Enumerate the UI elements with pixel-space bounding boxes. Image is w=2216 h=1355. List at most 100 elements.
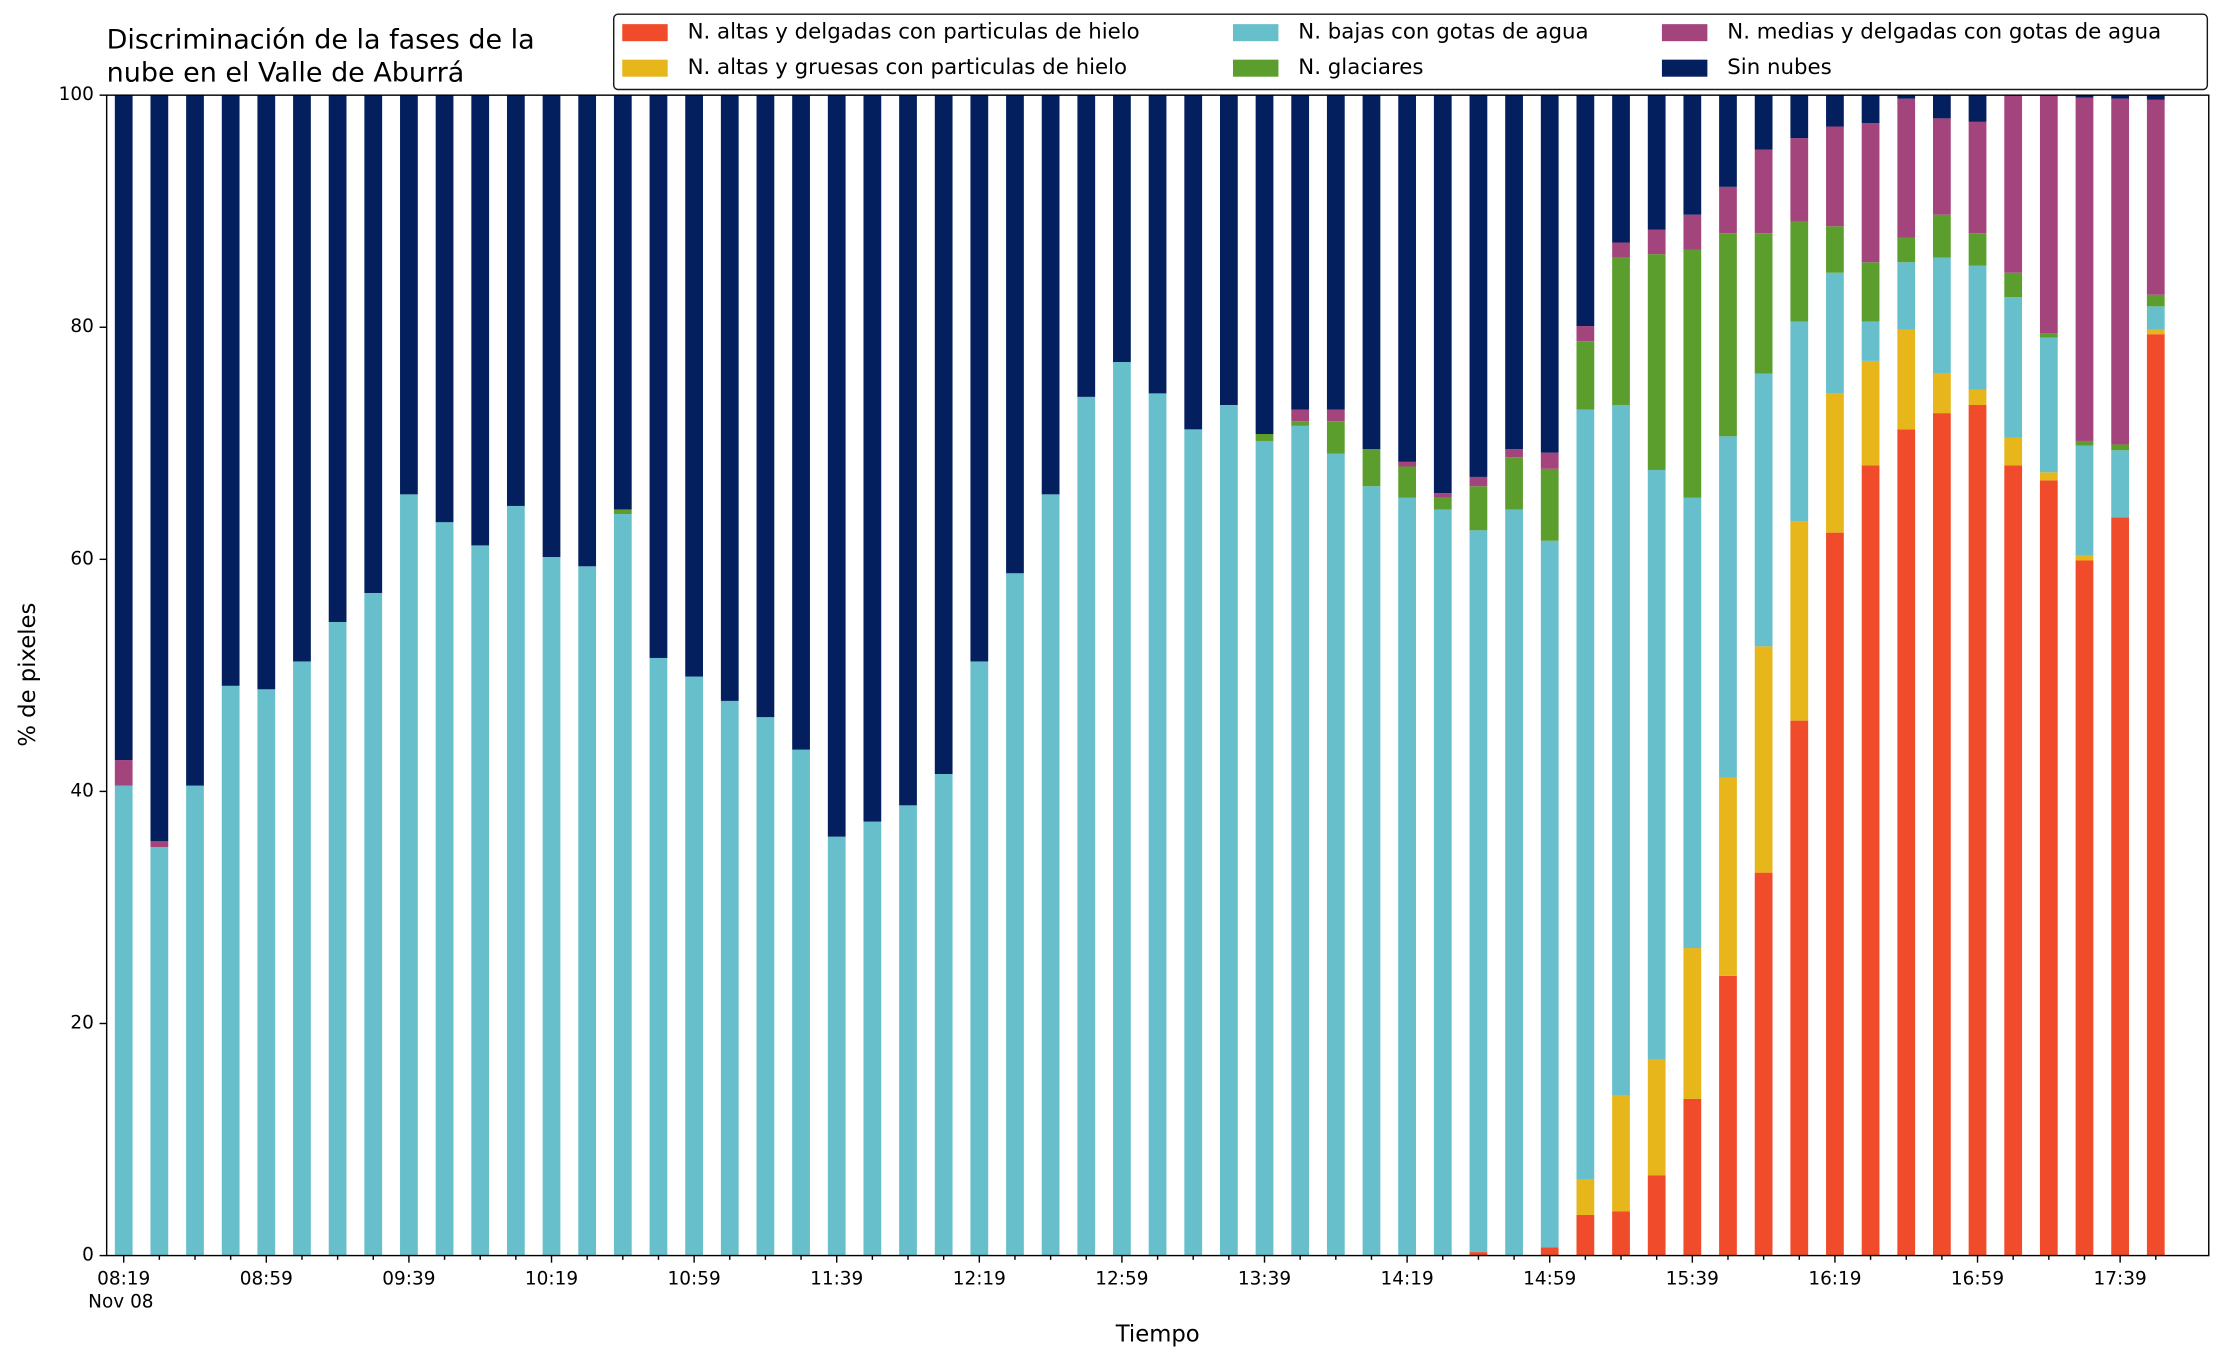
bar-segment (435, 95, 454, 523)
bar-segment (1826, 393, 1844, 533)
x-axis-label: Tiempo (1115, 1322, 1200, 1348)
legend-label: N. altas y delgadas con particulas de hi… (688, 20, 1140, 45)
bar-segment (1754, 872, 1773, 1256)
bar-segment (1576, 1178, 1595, 1215)
bar-segment (1362, 486, 1381, 1256)
bar-segment (649, 657, 668, 1256)
bar-segment (1754, 646, 1773, 873)
bar-segment (1326, 409, 1345, 422)
bar-segment (792, 95, 810, 750)
bar-segment (1826, 272, 1844, 394)
bar-segment (1861, 465, 1880, 1256)
bar-segment (1897, 95, 1916, 99)
bar-segment (2039, 472, 2058, 481)
bar-segment (1933, 118, 1951, 215)
bar-segment (792, 749, 810, 1256)
bar-segment (1433, 497, 1452, 510)
legend-swatch (1661, 24, 1708, 42)
bar-segment (2111, 95, 2130, 99)
bar-segment (1540, 1247, 1559, 1256)
legend-swatch (1232, 24, 1279, 42)
bar-segment (1576, 1214, 1595, 1256)
bar-segment (1041, 494, 1060, 1256)
bar-segment (1505, 457, 1523, 510)
bar-segment (1790, 321, 1809, 522)
bar-segment (2004, 297, 2023, 438)
bar-segment (1790, 720, 1809, 1256)
bar-segment (1505, 509, 1523, 1256)
bar-segment (1612, 242, 1630, 258)
bar-segment (613, 509, 632, 515)
bar-segment (506, 505, 525, 1256)
bar-segment (2146, 95, 2165, 100)
bar-segment (186, 785, 204, 1256)
bar-segment (257, 689, 276, 1256)
bar-segment (1326, 453, 1345, 1256)
bar-segment (328, 95, 347, 622)
date-label: Nov 08 (88, 1291, 153, 1312)
bar-segment (1291, 95, 1310, 410)
bar-segment (542, 557, 561, 1256)
bar-segment (1255, 95, 1274, 435)
bar-segment (1647, 1175, 1666, 1256)
bar-segment (1540, 95, 1559, 453)
bar-segment (1933, 95, 1951, 119)
x-tick-label: 16:59 (1951, 1269, 2004, 1290)
y-tick-label: 60 (70, 548, 93, 569)
legend-box (613, 13, 2209, 91)
bar-segment (827, 95, 846, 837)
bar-segment (2039, 480, 2058, 1256)
bar-segment (720, 95, 739, 701)
x-tick-label: 12:19 (953, 1269, 1006, 1290)
bar-segment (934, 774, 953, 1256)
bar-segment (1933, 413, 1951, 1256)
bar-segment (2039, 95, 2058, 334)
bar-segment (1006, 95, 1024, 574)
bar-segment (649, 95, 668, 658)
bar-segment (934, 95, 953, 775)
bar-segment (863, 821, 882, 1256)
bar-segment (1219, 404, 1238, 1256)
bar-segment (2004, 95, 2023, 273)
bar-segment (1041, 95, 1060, 495)
y-tick-label: 40 (70, 780, 93, 801)
bar-segment (1647, 254, 1666, 470)
bar-segment (1576, 409, 1595, 1179)
bar-segment (1683, 95, 1702, 215)
bar-segment (1576, 95, 1595, 327)
bar-segment (1861, 360, 1880, 466)
bar-segment (1077, 396, 1096, 1256)
bar-segment (1897, 237, 1916, 263)
bar-segment (1861, 262, 1880, 322)
bar-segment (1398, 466, 1416, 498)
bar-segment (1790, 138, 1809, 222)
bar-segment (578, 566, 597, 1256)
x-tick-label: 13:39 (1238, 1269, 1291, 1290)
bar-segment (1933, 373, 1951, 414)
y-tick-label: 80 (70, 316, 93, 337)
bar-segment (1826, 532, 1844, 1256)
x-tick-label: 16:19 (1808, 1269, 1861, 1290)
bar-segment (1647, 469, 1666, 1060)
bar-segment (2075, 560, 2094, 1256)
bar-segment (1433, 95, 1452, 494)
legend-swatch (622, 24, 668, 42)
bar-segment (1968, 389, 1987, 405)
bar-segment (1006, 573, 1024, 1256)
legend-label: Sin nubes (1727, 55, 1831, 80)
bar-segment (1291, 409, 1310, 422)
bar-segment (2146, 329, 2165, 335)
bar-segment (1362, 449, 1381, 487)
bar-segment (1647, 1059, 1666, 1176)
bar-segment (364, 592, 383, 1256)
bar-segment (1433, 509, 1452, 1256)
bar-segment (2146, 306, 2165, 330)
bar-segment (1398, 95, 1416, 462)
bar-segment (756, 95, 775, 718)
bar-segment (1647, 95, 1666, 230)
bar-segment (1540, 468, 1559, 541)
bar-segment (1968, 233, 1987, 266)
bar-segment (1433, 493, 1452, 498)
bar-segment (1826, 226, 1844, 273)
bar-segment (506, 95, 525, 506)
